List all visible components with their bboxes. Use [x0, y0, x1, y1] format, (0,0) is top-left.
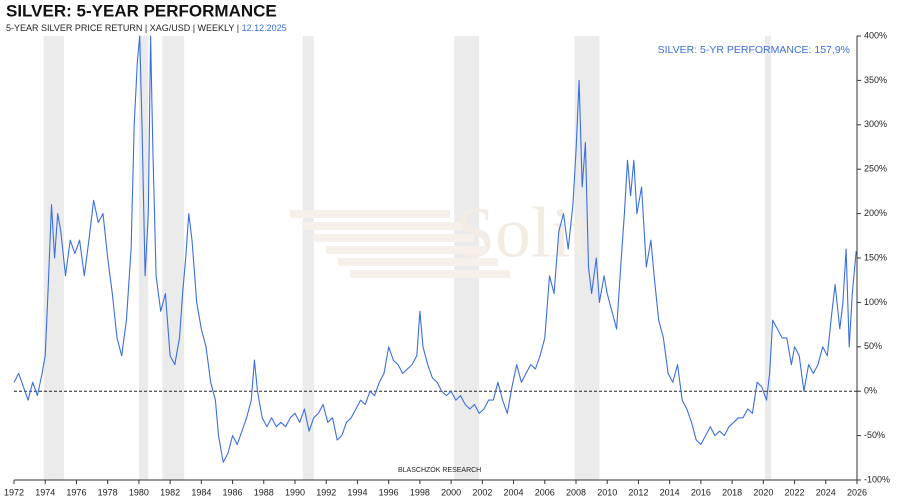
shaded-period — [302, 36, 314, 480]
date: 12.12.2025 — [242, 23, 287, 33]
x-tick-label: 2024 — [816, 487, 836, 497]
x-tick-label: 1986 — [223, 487, 243, 497]
x-tick-label: 2008 — [566, 487, 586, 497]
x-tick-label: 2010 — [597, 487, 617, 497]
y-tick-label: 300% — [864, 119, 887, 129]
x-tick-label: 2014 — [660, 487, 680, 497]
watermark-logo — [326, 246, 486, 254]
x-tick-label: 2000 — [441, 487, 461, 497]
watermark-logo — [302, 222, 462, 230]
shaded-period — [138, 36, 149, 480]
y-tick-label: -100% — [864, 474, 890, 484]
chart-subtitle: 5-YEAR SILVER PRICE RETURN | XAG/USD | W… — [6, 23, 287, 33]
x-tick-label: 1996 — [379, 487, 399, 497]
y-tick-label: 350% — [864, 75, 887, 85]
x-tick-label: 1990 — [285, 487, 305, 497]
x-tick-label: 2004 — [504, 487, 524, 497]
x-tick-label: 2006 — [535, 487, 555, 497]
x-tick-label: 2026 — [847, 487, 867, 497]
x-tick-label: 1982 — [160, 487, 180, 497]
annotation: SILVER: 5-YR PERFORMANCE: 157,9% — [658, 44, 850, 56]
source-label: BLASCHZOK RESEARCH — [398, 467, 481, 474]
watermark-logo — [350, 270, 510, 278]
x-tick-label: 2012 — [628, 487, 648, 497]
x-tick-label: 2020 — [753, 487, 773, 497]
shaded-period — [43, 36, 64, 480]
x-tick-label: 1978 — [98, 487, 118, 497]
x-tick-label: 1976 — [66, 487, 86, 497]
watermark-logo — [290, 210, 450, 218]
shaded-period — [162, 36, 185, 480]
y-tick-label: 0% — [864, 386, 877, 396]
watermark-logo — [314, 234, 474, 242]
y-tick-label: 150% — [864, 252, 887, 262]
x-tick-label: 1998 — [410, 487, 430, 497]
shaded-period — [574, 36, 600, 480]
x-tick-label: 1988 — [254, 487, 274, 497]
chart-title: SILVER: 5-YEAR PERFORMANCE — [6, 1, 277, 20]
x-tick-label: 2016 — [691, 487, 711, 497]
y-tick-label: 250% — [864, 164, 887, 174]
x-tick-label: 1972 — [4, 487, 24, 497]
x-tick-label: 1992 — [316, 487, 336, 497]
x-tick-label: 1994 — [347, 487, 367, 497]
price-return-line — [13, 35, 857, 463]
x-tick-label: 2018 — [722, 487, 742, 497]
x-tick-label: 1980 — [129, 487, 149, 497]
x-tick-label: 2022 — [785, 487, 805, 497]
y-tick-label: 200% — [864, 208, 887, 218]
x-tick-label: 1984 — [191, 487, 211, 497]
y-tick-label: 400% — [864, 30, 887, 40]
y-tick-label: -50% — [864, 430, 885, 440]
x-tick-label: 1974 — [35, 487, 55, 497]
x-tick-label: 2002 — [472, 487, 492, 497]
y-tick-label: 50% — [864, 341, 882, 351]
y-tick-label: 100% — [864, 297, 887, 307]
shaded-period — [764, 36, 772, 480]
watermark-logo — [338, 258, 498, 266]
subtitle: 5-YEAR SILVER PRICE RETURN | XAG/USD | W… — [6, 23, 242, 33]
